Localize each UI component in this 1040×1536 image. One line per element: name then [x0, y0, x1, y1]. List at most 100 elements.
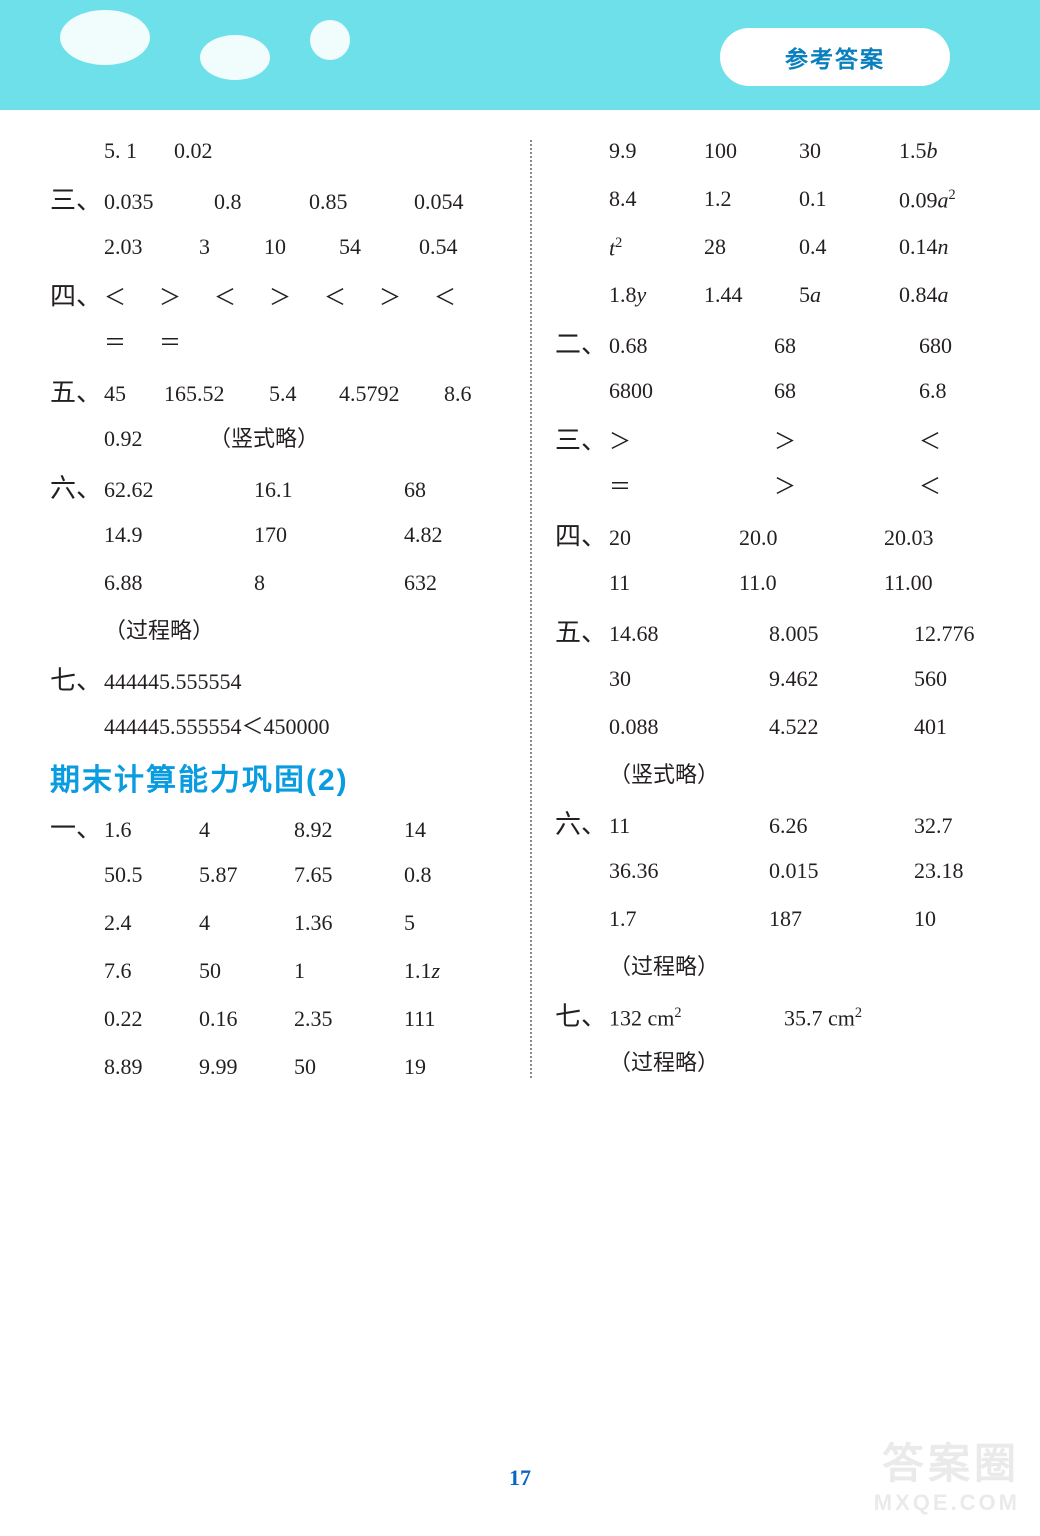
answer-value: 9.462: [769, 668, 914, 690]
answer-value: 100: [704, 140, 799, 162]
row-cells: 5. 10.02: [104, 140, 515, 162]
answer-value: 0.85: [309, 191, 414, 213]
answer-value: 4.5792: [339, 383, 444, 405]
answer-row: 五、45165.525.44.57928.6: [50, 380, 515, 406]
answer-value: ＜: [919, 476, 1019, 498]
row-cells: （过程略）: [104, 620, 515, 642]
answer-value: 0.68: [609, 335, 774, 357]
answer-value: 444445.555554＜450000: [104, 716, 504, 738]
answer-value: 132 cm2: [609, 1006, 784, 1029]
answer-row: 七、132 cm235.7 cm2: [555, 1004, 1010, 1030]
answer-value: 14.9: [104, 524, 254, 546]
answer-value: 5a: [799, 284, 899, 306]
answer-value: 54: [339, 236, 419, 258]
answer-value: 11.0: [739, 572, 884, 594]
answer-value: 68: [774, 380, 919, 402]
answer-value: ＝: [159, 332, 214, 354]
answer-row: 四、＜＞＜＞＜＞＜: [50, 284, 515, 310]
row-label: 六、: [50, 476, 104, 502]
answer-value: 6.8: [919, 380, 1019, 402]
row-label: 三、: [555, 428, 609, 454]
section-title: 期末计算能力巩固(2): [50, 766, 515, 796]
right-column: 9.9100301.5b 8.41.20.10.09a2 t2280.40.14n 1…: [530, 140, 1010, 1104]
answer-value: ＜: [919, 431, 1019, 453]
cloud-shape: [200, 35, 270, 80]
header-banner: 参考答案: [0, 0, 1040, 110]
answer-value: 9.9: [609, 140, 704, 162]
row-cells: t2280.40.14n: [609, 236, 1010, 259]
row-label: 七、: [50, 668, 104, 694]
answer-value: ＞: [774, 476, 919, 498]
answer-value: 0.54: [419, 236, 499, 258]
row-cells: 36.360.01523.18: [609, 860, 1024, 882]
answer-value: 8.6: [444, 383, 504, 405]
answer-value: 8.92: [294, 819, 404, 841]
answer-value: ＝: [104, 332, 159, 354]
answer-row: 5. 10.02: [50, 140, 515, 166]
row-cells: 309.462560: [609, 668, 1024, 690]
answer-row: 14.91704.82: [50, 524, 515, 550]
answer-row: 9.9100301.5b: [555, 140, 1010, 166]
watermark-line2: MXQE.COM: [874, 1490, 1020, 1516]
answer-value: 0.1: [799, 188, 899, 211]
row-cells: 8.41.20.10.09a2: [609, 188, 1010, 211]
answer-value: 20.03: [884, 527, 1004, 549]
answer-value: 170: [254, 524, 404, 546]
answer-value: （过程略）: [609, 1052, 909, 1074]
row-label: 四、: [50, 284, 104, 310]
row-cells: （过程略）: [609, 956, 1010, 978]
row-cells: 9.9100301.5b: [609, 140, 1010, 162]
answer-value: 632: [404, 572, 504, 594]
answer-value: 0.14n: [899, 236, 1009, 259]
row-cells: ＝＞＜: [609, 476, 1019, 498]
answer-row: 6800686.8: [555, 380, 1010, 406]
row-cells: 0.92（竖式略）: [104, 428, 515, 450]
answer-row: 1111.011.00: [555, 572, 1010, 598]
answer-row: 0.92（竖式略）: [50, 428, 515, 454]
answer-row: t2280.40.14n: [555, 236, 1010, 262]
left-column: 5. 10.02三、0.0350.80.850.0542.03310540.54…: [50, 140, 530, 1104]
answer-value: 6.88: [104, 572, 254, 594]
answer-value: 6800: [609, 380, 774, 402]
answer-row: 8.899.995019: [50, 1056, 515, 1082]
answer-value: 4: [199, 819, 294, 841]
row-label: 一、: [50, 816, 104, 842]
answer-value: 2.03: [104, 236, 199, 258]
row-cells: ＝＝: [104, 332, 515, 354]
answer-value: 0.4: [799, 236, 899, 259]
answer-value: 28: [704, 236, 799, 259]
row-cells: 6800686.8: [609, 380, 1019, 402]
answer-value: 8: [254, 572, 404, 594]
answer-value: 0.16: [199, 1008, 294, 1030]
answer-row: （过程略）: [555, 956, 1010, 982]
answer-value: ＜: [324, 287, 379, 309]
answer-value: （过程略）: [104, 620, 404, 642]
answer-value: 62.62: [104, 479, 254, 501]
watermark: 答案圈 MXQE.COM: [874, 1439, 1020, 1516]
answer-value: 30: [609, 668, 769, 690]
row-label: 六、: [555, 812, 609, 838]
answer-value: 30: [799, 140, 899, 162]
answer-value: 7.6: [104, 960, 199, 982]
answer-row: 8.41.20.10.09a2: [555, 188, 1010, 214]
answer-row: 50.55.877.650.8: [50, 864, 515, 890]
answer-value: 0.015: [769, 860, 914, 882]
answer-value: 0.02: [174, 140, 254, 162]
row-cells: 6.888632: [104, 572, 515, 594]
answer-value: 3: [199, 236, 264, 258]
row-cells: 132 cm235.7 cm2: [609, 1006, 1010, 1029]
answer-value: ＜: [214, 287, 269, 309]
row-label: 二、: [555, 332, 609, 358]
answer-value: 444445.555554: [104, 671, 504, 693]
answer-row: （过程略）: [555, 1052, 1010, 1078]
row-cells: 7.65011.1z: [104, 960, 515, 982]
answer-value: 68: [404, 479, 504, 501]
answer-value: 16.1: [254, 479, 404, 501]
answer-row: 二、0.6868680: [555, 332, 1010, 358]
answer-row: （过程略）: [50, 620, 515, 646]
row-cells: 2.441.365: [104, 912, 515, 934]
answer-value: 0.09a2: [899, 188, 1009, 211]
answer-row: 1.718710: [555, 908, 1010, 934]
row-cells: 0.0884.522401: [609, 716, 1024, 738]
answer-row: 七、444445.555554: [50, 668, 515, 694]
